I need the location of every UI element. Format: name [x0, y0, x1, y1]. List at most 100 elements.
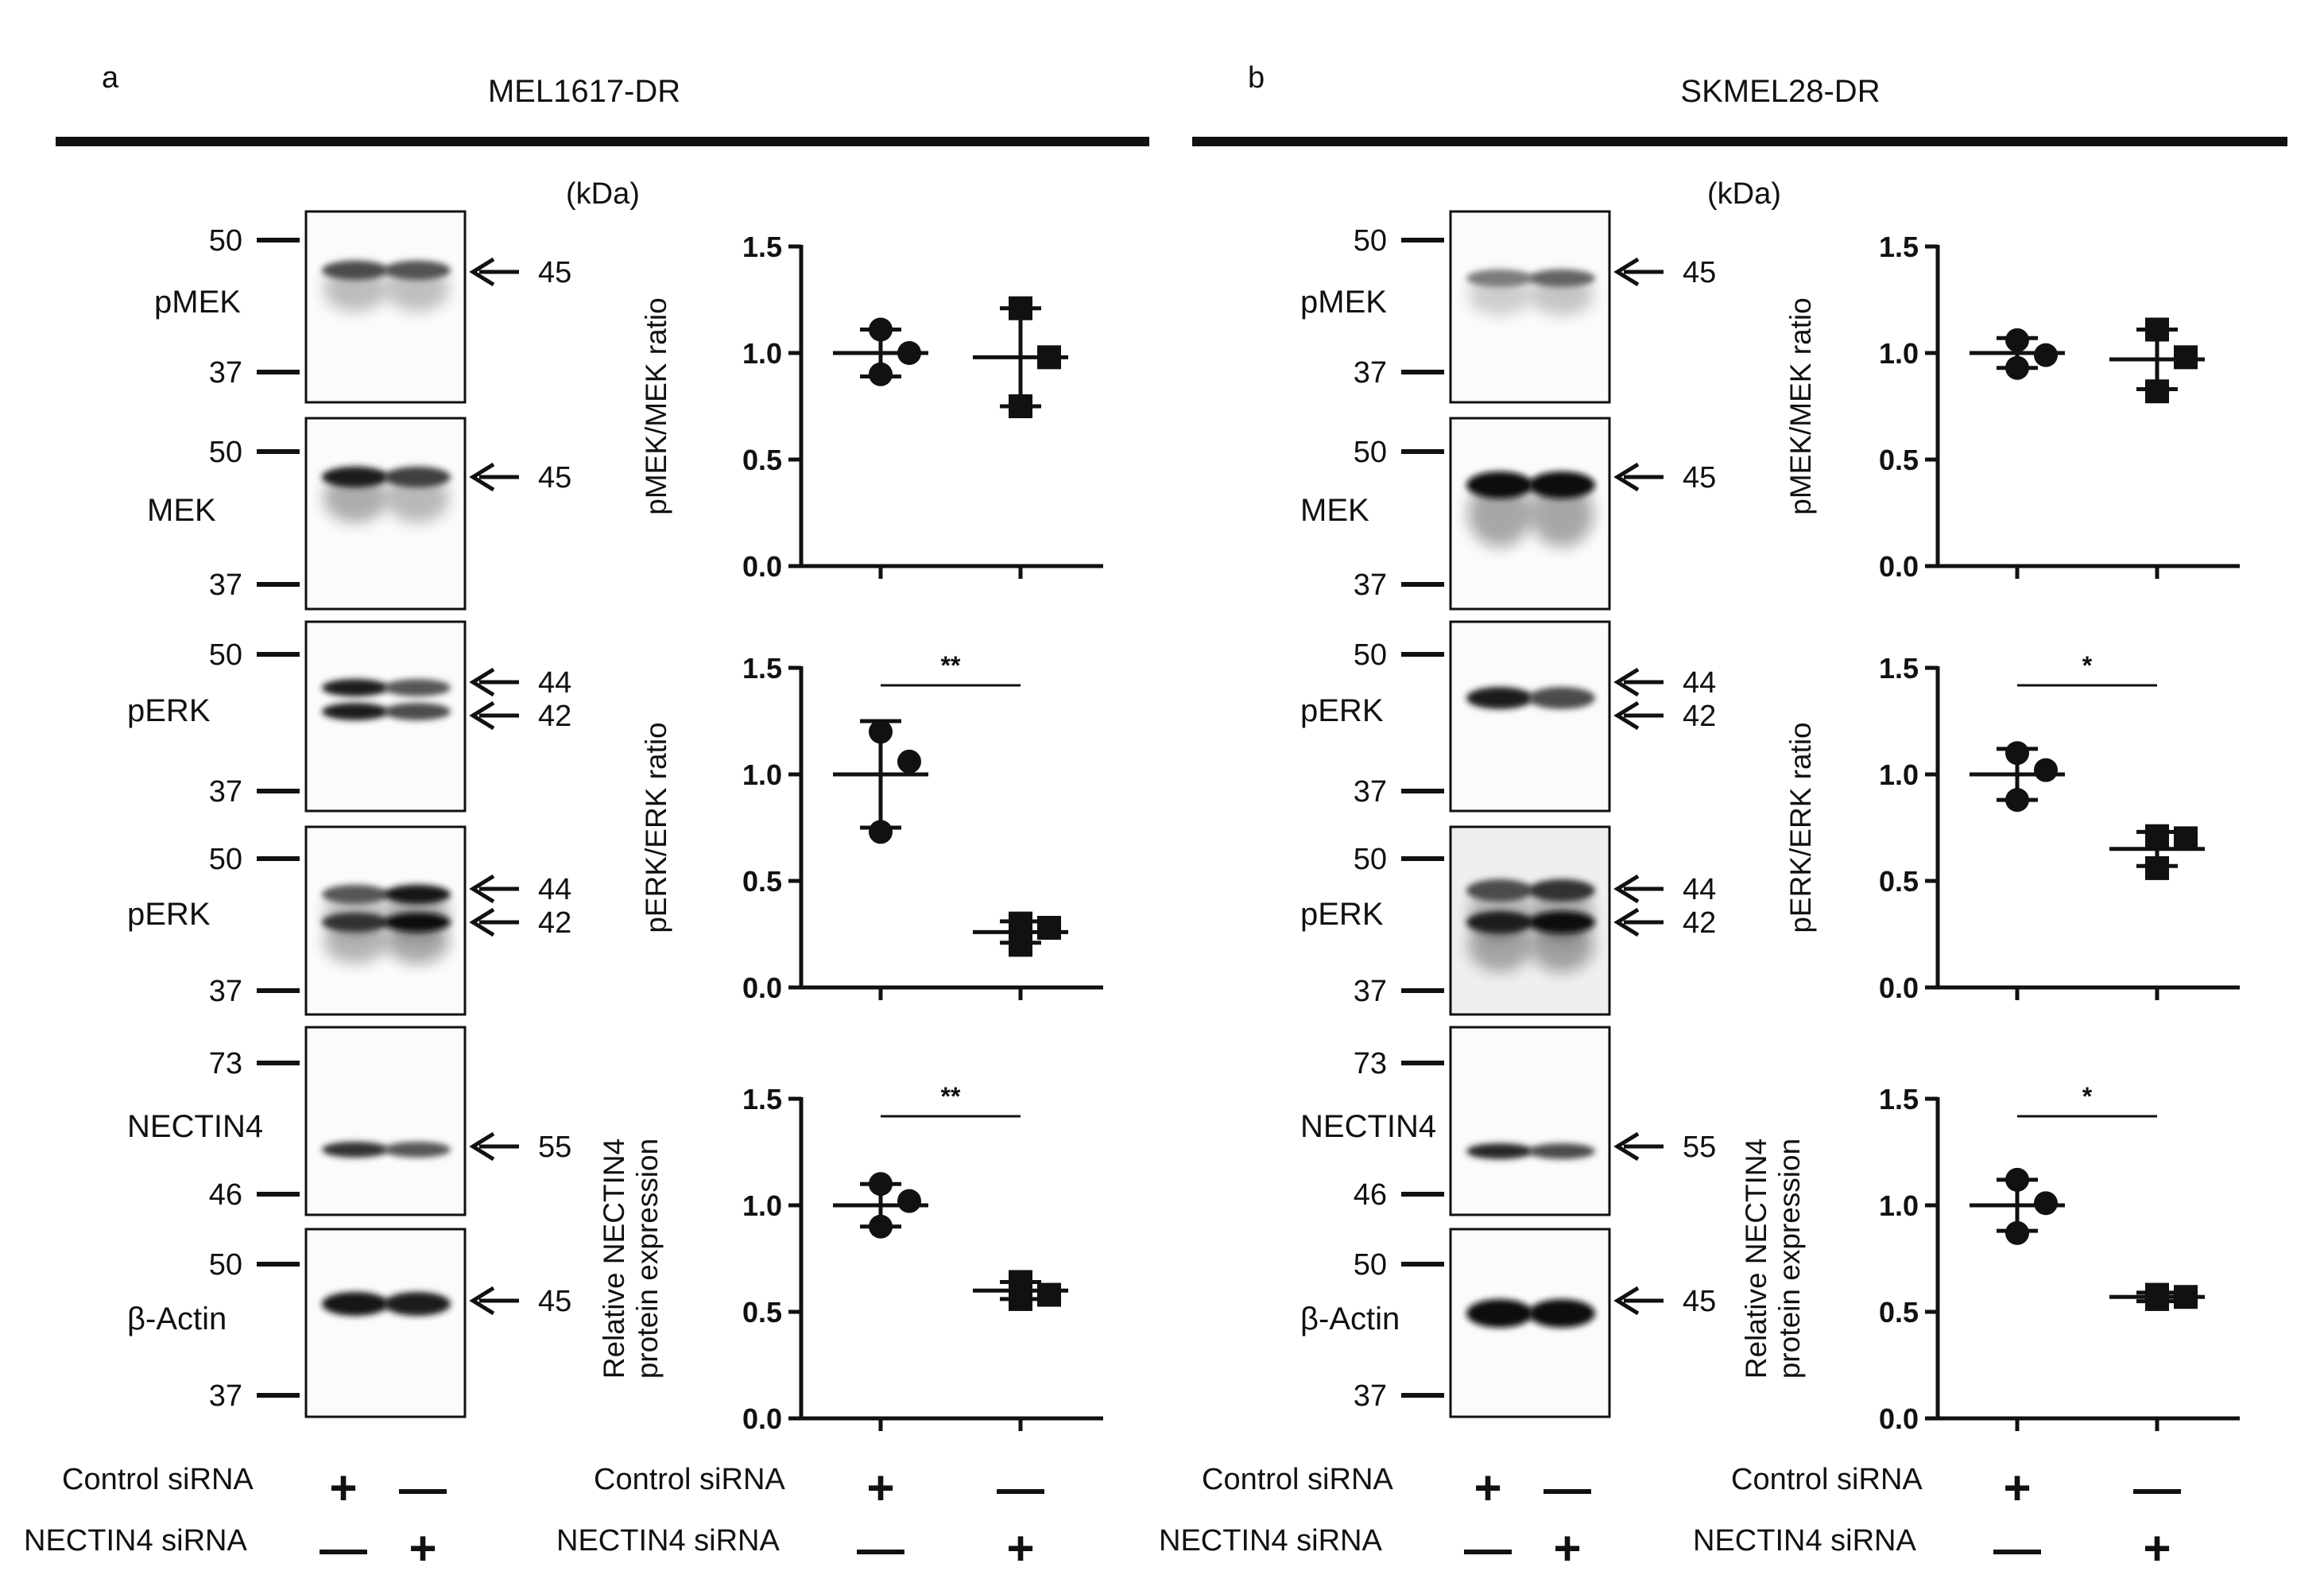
- data-point: [2174, 1285, 2198, 1309]
- y-axis-label: pMEK/MEK ratio: [1784, 297, 1817, 514]
- data-point: [2145, 317, 2169, 342]
- data-point: [2034, 1191, 2058, 1216]
- data-point: [2145, 824, 2169, 848]
- chart-a-1: 0.0 0.5 1.0 1.5 pMEK/MEK ratio: [640, 231, 1103, 583]
- protein-label: MEK: [147, 493, 216, 528]
- band: [1466, 1299, 1533, 1328]
- condition-sign: —: [399, 1461, 447, 1515]
- y-axis-label: Relative NECTIN4: [1740, 1139, 1772, 1379]
- band-size-label: 42: [538, 700, 571, 733]
- condition-sign: —: [997, 1461, 1044, 1515]
- band: [1466, 911, 1533, 933]
- nectin4-sirna-label: NECTIN4 siRNA: [1693, 1524, 1916, 1558]
- band-arrow: [469, 1286, 519, 1316]
- band-size-label: 45: [538, 461, 571, 495]
- band-arrow: [469, 667, 519, 697]
- band: [384, 703, 451, 720]
- band: [1466, 687, 1533, 709]
- panel-label: a: [102, 61, 119, 95]
- marker-label: 73: [1354, 1047, 1387, 1080]
- kda-label: (kDa): [566, 177, 640, 211]
- y-tick-label: 0.0: [742, 972, 782, 1004]
- y-axis-label: pERK/ERK ratio: [640, 722, 672, 933]
- band: [1528, 270, 1595, 287]
- y-tick-label: 0.5: [1879, 444, 1919, 476]
- data-point: [1009, 1286, 1032, 1311]
- y-axis-label: protein expression: [631, 1139, 664, 1379]
- marker-label: 37: [1354, 568, 1387, 602]
- data-point: [869, 362, 893, 386]
- band-size-label: 45: [538, 256, 571, 289]
- band-arrow: [469, 257, 519, 287]
- y-tick-label: 1.0: [1879, 758, 1919, 791]
- marker-label: 50: [209, 843, 242, 876]
- band: [322, 467, 389, 487]
- data-point: [2005, 741, 2029, 766]
- data-point: [897, 749, 921, 774]
- band-arrow: [469, 907, 519, 937]
- y-tick-label: 1.0: [742, 1189, 782, 1222]
- data-point: [2145, 855, 2169, 880]
- group-square: [973, 296, 1068, 418]
- group-circle: [1970, 741, 2065, 813]
- condition-sign: —: [2133, 1461, 2181, 1515]
- y-tick-label: 1.0: [742, 758, 782, 791]
- band: [322, 885, 389, 904]
- blot-nectin4: 73 46 NECTIN4 55: [1300, 1026, 1716, 1216]
- marker-label: 37: [209, 568, 242, 602]
- y-tick-label: 0.0: [742, 550, 782, 583]
- band-size-label: 45: [1683, 461, 1716, 495]
- band: [384, 467, 451, 487]
- y-tick-label: 0.0: [742, 1402, 782, 1435]
- blot--actin: 50 37 β-Actin 45: [127, 1228, 571, 1418]
- panel-b: b SKMEL28-DR (kDa) 50 37 pMEK 45 50 37 MEK 45 50 37 p…: [1159, 61, 2287, 1575]
- data-point: [869, 820, 893, 844]
- blot-pmek: 50 37 pMEK 45: [1300, 210, 1716, 404]
- marker-label: 50: [1354, 638, 1387, 672]
- condition-sign: +: [2003, 1461, 2031, 1515]
- band: [322, 1292, 389, 1316]
- protein-label: pMEK: [154, 285, 241, 320]
- panel-title: SKMEL28-DR: [1680, 74, 1880, 109]
- band-size-label: 45: [1683, 1285, 1716, 1318]
- y-tick-label: 0.5: [742, 1296, 782, 1329]
- title-rule: [1192, 137, 2287, 146]
- marker-label: 50: [1354, 436, 1387, 469]
- blot-conditions: Control siRNA NECTIN4 siRNA + — — +: [24, 1461, 447, 1575]
- chart-conditions: Control siRNA NECTIN4 siRNA + — — +: [1693, 1461, 2181, 1575]
- y-tick-label: 1.5: [742, 652, 782, 685]
- y-tick-label: 0.0: [1879, 1402, 1919, 1435]
- y-tick-label: 0.0: [1879, 550, 1919, 583]
- band: [384, 679, 451, 696]
- nectin4-sirna-label: NECTIN4 siRNA: [556, 1524, 780, 1558]
- data-point: [869, 317, 893, 342]
- data-point: [1037, 915, 1061, 940]
- condition-sign: +: [329, 1461, 357, 1515]
- chart-b-2: 0.0 0.5 1.0 1.5 pERK/ERK ratio *: [1784, 651, 2240, 1004]
- band-arrow: [469, 874, 519, 904]
- band: [1528, 911, 1595, 933]
- band-arrow: [1613, 1286, 1664, 1316]
- y-tick-label: 0.5: [742, 865, 782, 898]
- band: [384, 1142, 451, 1158]
- group-circle: [1970, 328, 2065, 380]
- control-sirna-label: Control siRNA: [1202, 1463, 1393, 1496]
- band-size-label: 44: [1683, 666, 1716, 700]
- band-size-label: 55: [1683, 1131, 1716, 1164]
- marker-label: 50: [1354, 1248, 1387, 1282]
- marker-label: 37: [209, 1379, 242, 1413]
- band: [322, 913, 389, 932]
- protein-label: pERK: [127, 897, 211, 932]
- marker-label: 37: [209, 775, 242, 809]
- protein-label: pERK: [127, 693, 211, 728]
- band: [322, 703, 389, 720]
- control-sirna-label: Control siRNA: [594, 1463, 785, 1496]
- marker-label: 73: [209, 1047, 242, 1080]
- data-point: [2005, 1220, 2029, 1245]
- condition-sign: +: [409, 1522, 436, 1575]
- chart-conditions: Control siRNA NECTIN4 siRNA + — — +: [556, 1461, 1044, 1575]
- band: [1528, 879, 1595, 902]
- protein-label: β-Actin: [1300, 1302, 1400, 1336]
- data-point: [1009, 911, 1032, 936]
